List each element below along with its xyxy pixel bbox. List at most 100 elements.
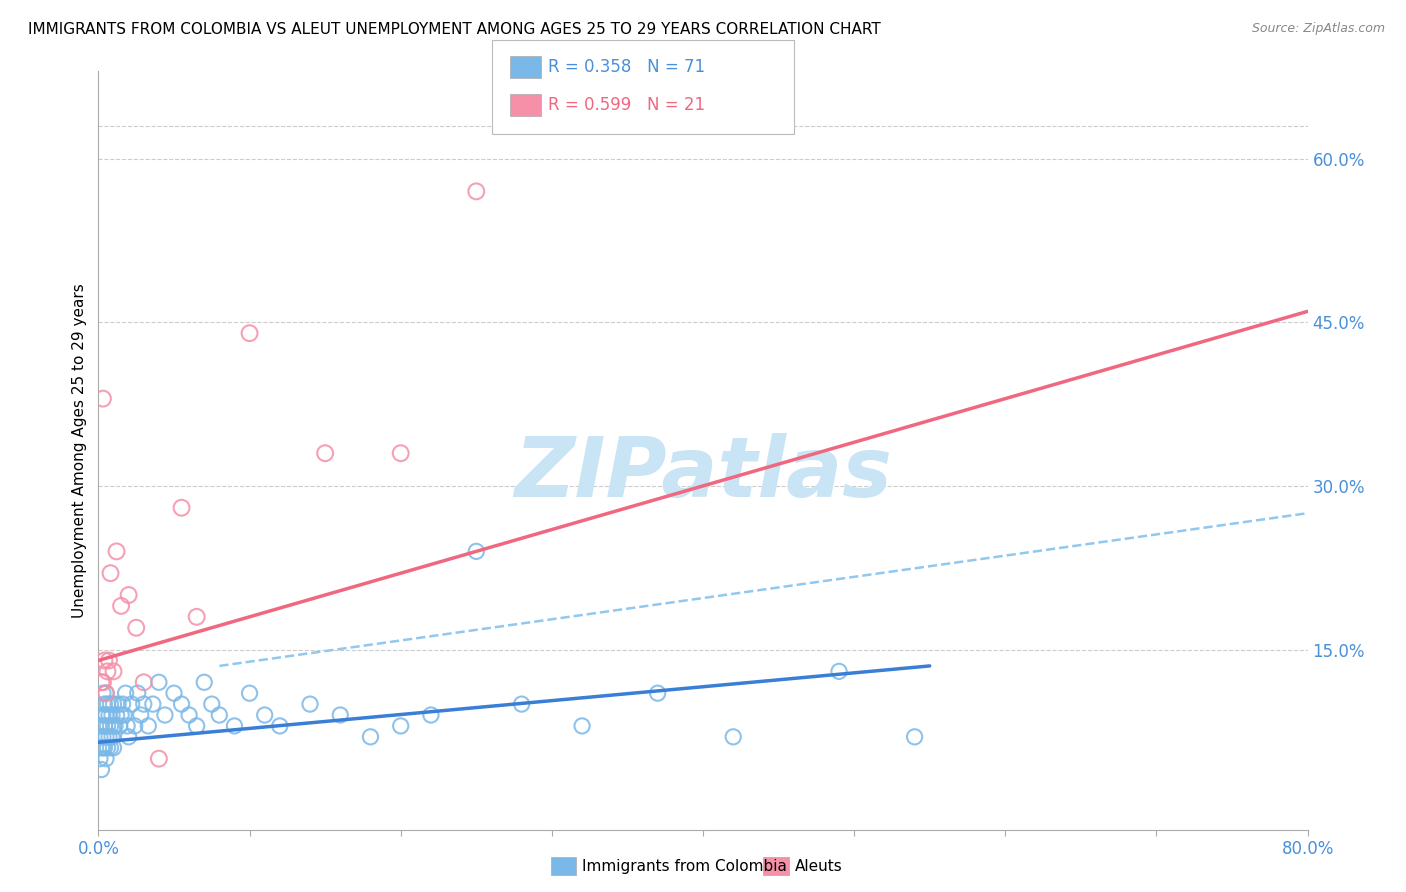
Point	[105, 708, 128, 723]
Point	[571, 719, 593, 733]
Point	[253, 708, 276, 723]
Point	[93, 697, 115, 711]
Point	[107, 697, 129, 711]
Text: R = 0.599   N = 21: R = 0.599 N = 21	[548, 96, 706, 114]
Point	[239, 326, 262, 341]
Text: Source: ZipAtlas.com: Source: ZipAtlas.com	[1251, 22, 1385, 36]
Point	[94, 708, 117, 723]
Point	[93, 719, 115, 733]
Text: ZIPatlas: ZIPatlas	[515, 433, 891, 514]
Point	[360, 730, 382, 744]
Point	[91, 392, 114, 406]
Point	[163, 686, 186, 700]
Point	[110, 708, 132, 723]
Point	[90, 740, 112, 755]
Point	[170, 500, 193, 515]
Point	[118, 730, 141, 744]
Point	[103, 719, 125, 733]
Point	[94, 686, 117, 700]
Point	[101, 730, 124, 744]
Point	[186, 610, 208, 624]
Point	[91, 730, 114, 744]
Y-axis label: Unemployment Among Ages 25 to 29 years: Unemployment Among Ages 25 to 29 years	[72, 283, 87, 618]
Point	[103, 740, 125, 755]
Point	[828, 665, 851, 679]
Point	[121, 697, 143, 711]
Point	[91, 686, 114, 700]
Point	[96, 719, 118, 733]
Point	[132, 675, 155, 690]
Point	[299, 697, 322, 711]
Point	[647, 686, 669, 700]
Point	[89, 730, 111, 744]
Point	[314, 446, 336, 460]
Point	[91, 675, 114, 690]
Text: R = 0.358   N = 71: R = 0.358 N = 71	[548, 58, 706, 76]
Point	[103, 665, 125, 679]
Point	[239, 686, 262, 700]
Point	[91, 708, 114, 723]
Point	[723, 730, 745, 744]
Point	[179, 708, 201, 723]
Point	[94, 752, 117, 766]
Point	[104, 719, 127, 733]
Point	[98, 708, 121, 723]
Point	[329, 708, 352, 723]
Point	[90, 719, 112, 733]
Text: IMMIGRANTS FROM COLOMBIA VS ALEUT UNEMPLOYMENT AMONG AGES 25 TO 29 YEARS CORRELA: IMMIGRANTS FROM COLOMBIA VS ALEUT UNEMPL…	[28, 22, 882, 37]
Point	[465, 544, 488, 558]
Point	[94, 730, 117, 744]
Point	[269, 719, 291, 733]
Point	[186, 719, 208, 733]
Point	[94, 686, 117, 700]
Point	[100, 740, 122, 755]
Point	[904, 730, 927, 744]
Point	[125, 621, 148, 635]
Point	[118, 588, 141, 602]
Point	[465, 185, 488, 199]
Point	[148, 675, 170, 690]
Point	[142, 697, 165, 711]
Point	[100, 697, 122, 711]
Point	[89, 752, 111, 766]
Text: Immigrants from Colombia: Immigrants from Colombia	[582, 859, 787, 873]
Point	[90, 763, 112, 777]
Point	[111, 697, 134, 711]
Point	[96, 697, 118, 711]
Point	[132, 697, 155, 711]
Point	[108, 719, 131, 733]
Point	[100, 566, 122, 581]
Point	[170, 697, 193, 711]
Point	[100, 719, 122, 733]
Point	[98, 730, 121, 744]
Point	[96, 665, 118, 679]
Point	[103, 697, 125, 711]
Point	[93, 740, 115, 755]
Point	[224, 719, 246, 733]
Point	[124, 719, 146, 733]
Point	[389, 446, 412, 460]
Point	[91, 740, 114, 755]
Point	[90, 675, 112, 690]
Point	[153, 708, 176, 723]
Point	[201, 697, 224, 711]
Point	[115, 719, 138, 733]
Point	[110, 599, 132, 613]
Point	[136, 719, 159, 733]
Point	[127, 686, 149, 700]
Point	[105, 544, 128, 558]
Point	[208, 708, 231, 723]
Point	[193, 675, 215, 690]
Point	[93, 653, 115, 667]
Point	[129, 708, 152, 723]
Text: Aleuts: Aleuts	[794, 859, 842, 873]
Point	[112, 708, 135, 723]
Point	[389, 719, 412, 733]
Point	[114, 686, 136, 700]
Point	[148, 752, 170, 766]
Point	[420, 708, 443, 723]
Point	[510, 697, 533, 711]
Point	[98, 653, 121, 667]
Point	[101, 708, 124, 723]
Point	[96, 740, 118, 755]
